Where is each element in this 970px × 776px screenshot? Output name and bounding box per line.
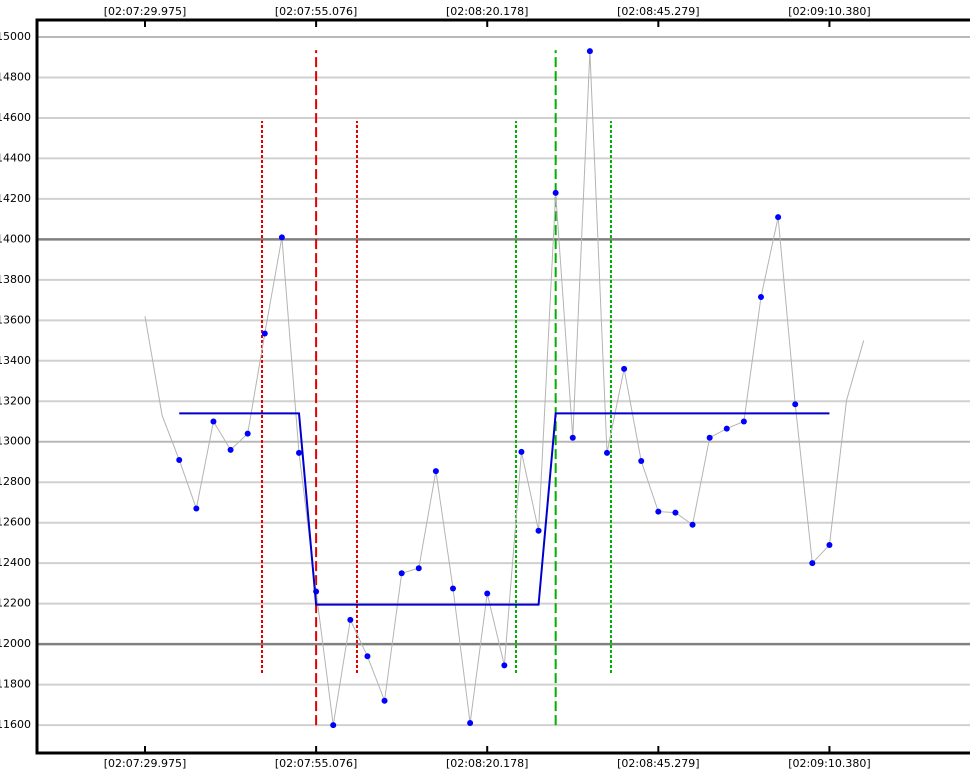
- data-point: [621, 365, 628, 372]
- data-point: [501, 662, 508, 669]
- data-point: [467, 720, 474, 727]
- data-point: [518, 448, 525, 455]
- data-point: [432, 468, 439, 475]
- data-point: [535, 527, 542, 534]
- data-point: [364, 653, 371, 660]
- x-tick-label-bottom: [02:09:10.380]: [788, 757, 870, 770]
- data-point: [569, 434, 576, 441]
- y-tick-label: 14000: [0, 232, 31, 245]
- data-point: [809, 560, 816, 567]
- data-point: [296, 449, 303, 456]
- x-tick-label-bottom: [02:08:20.178]: [446, 757, 528, 770]
- data-point: [176, 456, 183, 463]
- data-point: [706, 434, 713, 441]
- data-point: [261, 330, 268, 337]
- data-point: [484, 590, 491, 597]
- y-tick-label: 14600: [0, 111, 31, 124]
- x-tick-label-top: [02:07:29.975]: [104, 5, 186, 18]
- data-point: [603, 449, 610, 456]
- y-tick-label: 15000: [0, 30, 31, 43]
- y-tick-label: 13600: [0, 313, 31, 326]
- y-tick-label: 13200: [0, 394, 31, 407]
- y-tick-label: 12000: [0, 637, 31, 650]
- data-point: [278, 234, 285, 241]
- data-point: [672, 509, 679, 516]
- x-tick-label-top: [02:08:45.279]: [617, 5, 699, 18]
- data-point: [347, 616, 354, 623]
- data-point: [775, 214, 782, 221]
- x-tick-label-bottom: [02:07:29.975]: [104, 757, 186, 770]
- data-point: [586, 48, 593, 55]
- data-point: [193, 505, 200, 512]
- data-point: [552, 189, 559, 196]
- y-tick-label: 14800: [0, 70, 31, 83]
- data-point: [689, 521, 696, 528]
- y-tick-label: 13000: [0, 435, 31, 448]
- y-tick-label: 12200: [0, 597, 31, 610]
- series-line: [144, 51, 865, 726]
- data-point: [655, 508, 662, 515]
- y-tick-label: 14200: [0, 192, 31, 205]
- data-point: [792, 401, 799, 408]
- data-point: [381, 697, 388, 704]
- data-point: [740, 418, 747, 425]
- data-point: [638, 457, 645, 464]
- y-tick-label: 12400: [0, 556, 31, 569]
- y-tick-label: 13400: [0, 354, 31, 367]
- x-tick-label-top: [02:08:20.178]: [446, 5, 528, 18]
- data-point: [210, 418, 217, 425]
- y-tick-label: 11800: [0, 678, 31, 691]
- x-tick-label-bottom: [02:07:55.076]: [275, 757, 357, 770]
- data-point: [723, 425, 730, 432]
- x-tick-label-top: [02:09:10.380]: [788, 5, 870, 18]
- data-point: [450, 585, 457, 592]
- data-point: [398, 570, 405, 577]
- x-tick-label-top: [02:07:55.076]: [275, 5, 357, 18]
- plot-frame: [35, 18, 970, 755]
- y-tick-label: 11600: [0, 718, 31, 731]
- data-point: [415, 565, 422, 572]
- data-point: [244, 430, 251, 437]
- x-tick-label-bottom: [02:08:45.279]: [617, 757, 699, 770]
- y-tick-label: 12600: [0, 516, 31, 529]
- y-tick-label: 13800: [0, 273, 31, 286]
- y-tick-label: 12800: [0, 475, 31, 488]
- data-point: [826, 541, 833, 548]
- y-tick-label: 14400: [0, 151, 31, 164]
- data-point: [757, 294, 764, 301]
- series-line: [179, 412, 830, 606]
- data-point: [227, 446, 234, 453]
- data-point: [330, 722, 337, 729]
